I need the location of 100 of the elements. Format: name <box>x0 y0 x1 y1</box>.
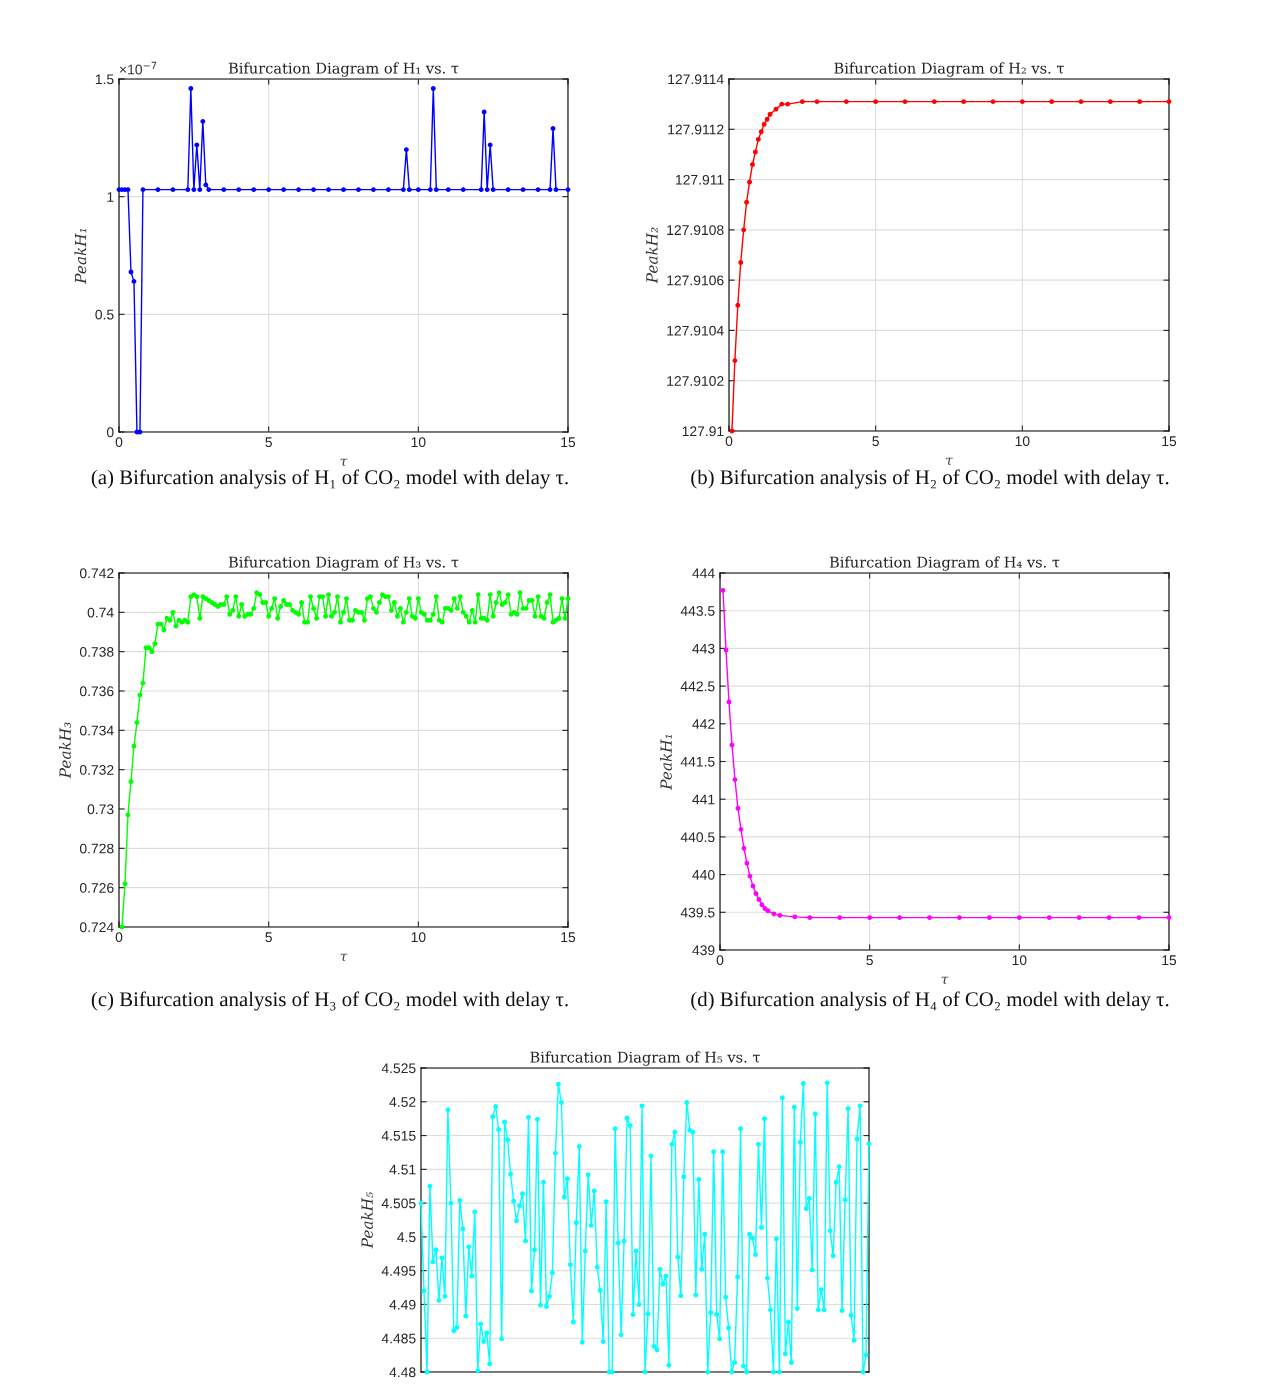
y-tick-label: 0.5 <box>95 309 114 320</box>
point <box>779 101 785 107</box>
y-tick-label: 440 <box>692 869 715 880</box>
point <box>738 260 744 265</box>
y-tick-label: 443 <box>692 643 715 654</box>
x-tick-label: 5 <box>265 932 272 943</box>
x-tick-label: 5 <box>866 955 873 966</box>
point <box>445 187 451 193</box>
point <box>837 915 843 921</box>
point <box>777 912 783 918</box>
y-tick-label: 127.9104 <box>667 325 724 336</box>
point <box>931 99 937 105</box>
point <box>755 136 761 142</box>
x-tick-label: 10 <box>411 932 426 943</box>
point <box>311 187 316 193</box>
y-tick-label: 4.485 <box>381 1333 416 1344</box>
y-tick-label: 0.726 <box>79 883 114 893</box>
point <box>1137 99 1143 105</box>
point <box>741 845 747 851</box>
point <box>986 915 992 921</box>
y-tick-label: 4.51 <box>389 1164 416 1175</box>
x-tick-label: 0 <box>115 932 123 943</box>
x-tick-label: 0 <box>115 437 123 448</box>
x-axis-title: τ <box>946 457 954 465</box>
point <box>1016 915 1022 921</box>
point <box>1049 99 1055 105</box>
y-tick-label: 439 <box>692 945 715 956</box>
y-axis-title: PeakH₁ <box>660 734 672 790</box>
text: (d) Bifurcation analysis of H₄ of CO₂ model with delay τ. <box>691 991 1169 1011</box>
y-axis-title: PeakH₅ <box>361 1191 373 1249</box>
chart-title: Bifurcation Diagram of H₁ vs. τ <box>228 62 459 77</box>
point <box>799 99 805 105</box>
point <box>771 911 777 917</box>
point <box>433 187 439 193</box>
point <box>927 915 932 921</box>
text: ×10$^{−7}$ <box>119 61 157 75</box>
x-tick-label: 15 <box>561 932 576 943</box>
point <box>843 99 849 105</box>
point <box>750 162 755 167</box>
point <box>460 187 466 193</box>
point <box>281 187 287 193</box>
point <box>747 179 752 185</box>
point <box>326 187 331 193</box>
chart-title: Bifurcation Diagram of H₄ vs. τ <box>829 556 1060 571</box>
y-tick-label: 4.495 <box>381 1266 416 1276</box>
x-axis-title: τ <box>340 458 348 466</box>
y-tick-label: 0.74 <box>87 607 114 618</box>
point <box>341 187 346 193</box>
point <box>128 269 134 275</box>
point <box>867 915 873 921</box>
point <box>266 187 272 193</box>
y-tick-label: 4.48 <box>389 1367 416 1378</box>
y-tick-label: 0.736 <box>79 686 114 697</box>
x-axis-title: τ <box>941 976 949 984</box>
point <box>550 125 556 131</box>
chart-title: Bifurcation Diagram of H₅ vs. τ <box>530 1051 760 1066</box>
point <box>873 99 879 105</box>
point <box>814 99 820 105</box>
x-axis-title: τ <box>340 953 348 961</box>
point <box>427 187 433 193</box>
point <box>732 777 738 783</box>
y-tick-label: 127.9108 <box>667 225 724 236</box>
point <box>520 187 526 193</box>
y-tick-label: 0.73 <box>87 804 114 815</box>
point <box>505 187 511 193</box>
text: (a) Bifurcation analysis of H₁ of CO₂ model with delay τ. <box>91 469 568 489</box>
y-tick-label: 0.734 <box>79 725 114 736</box>
point <box>251 187 257 193</box>
point <box>1019 99 1025 105</box>
point <box>1046 915 1052 921</box>
point <box>131 278 137 284</box>
y-tick-label: 127.9112 <box>668 124 724 135</box>
point <box>729 742 735 748</box>
y-tick-label: 1.5 <box>95 74 114 85</box>
point <box>484 187 490 193</box>
point <box>481 109 487 115</box>
y-axis-title: PeakH₃ <box>59 722 71 779</box>
y-tick-label: 0.732 <box>79 765 114 775</box>
point <box>792 914 798 920</box>
point <box>188 85 194 91</box>
x-tick-label: 5 <box>265 437 272 448</box>
point <box>759 902 765 908</box>
point <box>747 873 753 879</box>
y-tick-label: 443.5 <box>680 606 715 616</box>
y-tick-label: 441 <box>692 794 715 805</box>
x-tick-label: 10 <box>1015 436 1030 447</box>
point <box>236 187 242 193</box>
x-tick-label: 15 <box>1162 955 1177 966</box>
point <box>371 187 376 193</box>
point <box>741 227 747 233</box>
point <box>762 906 768 911</box>
point <box>957 915 962 921</box>
point <box>807 915 813 921</box>
y-tick-label: 441.5 <box>680 756 715 767</box>
y-tick-label: 4.525 <box>381 1063 416 1074</box>
y-tick-label: 4.515 <box>381 1131 416 1141</box>
point <box>406 187 412 193</box>
point <box>1166 915 1172 921</box>
x-tick-label: 10 <box>411 437 426 448</box>
y-tick-label: 439.5 <box>680 907 715 918</box>
